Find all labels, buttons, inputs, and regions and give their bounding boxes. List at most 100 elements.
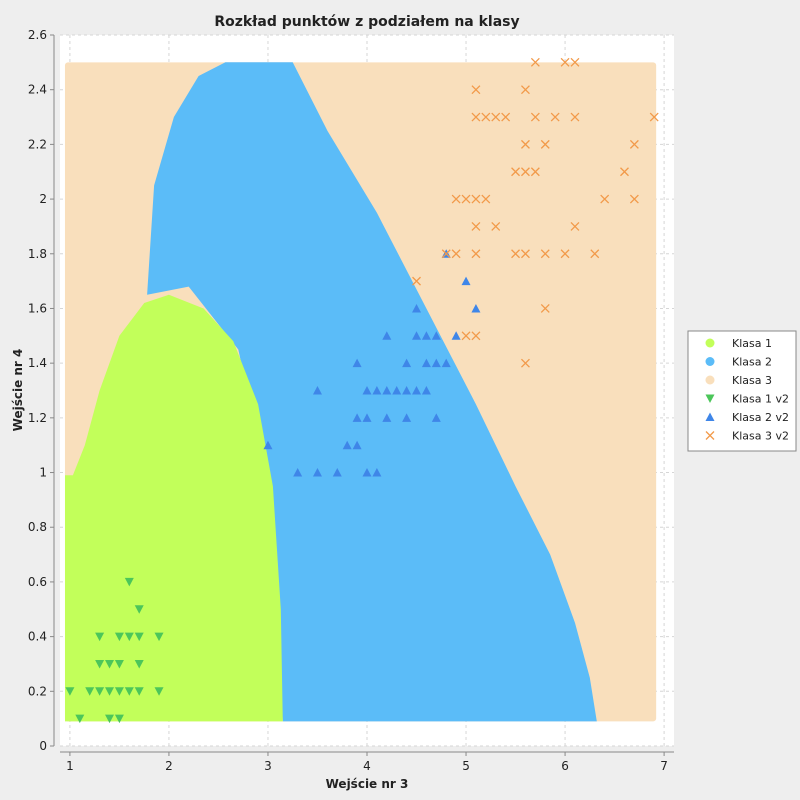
legend-marker <box>705 431 715 440</box>
klasa-1-v2-point <box>95 659 105 669</box>
klasa-3-v2-point <box>629 139 639 149</box>
axes: 1 2 3 4 5 6 7 0 0.2 0.4 0.6 0.8 1 1.2 1.4 1.6 1.8 2 2.2 2.4… <box>28 28 674 773</box>
klasa-1-v2-point <box>134 687 144 696</box>
y-tick-label: 2.2 <box>28 137 47 151</box>
klasa-3-v2-point <box>600 194 610 204</box>
klasa-3-v2-point <box>471 194 481 204</box>
klasa-3-v2-point <box>451 249 461 259</box>
klasa-1-v2-point <box>124 577 134 587</box>
klasa-3-v2-point <box>511 249 521 259</box>
klasa-3-v2-point <box>550 112 560 122</box>
klasa-2-v2-point <box>372 386 382 395</box>
klasa-1-v2-point <box>134 659 144 669</box>
y-tick-label: 0.6 <box>28 575 47 589</box>
klasa-2-v2-point <box>372 468 382 477</box>
y-tick-label: 0.2 <box>28 684 47 698</box>
legend: Klasa 1 Klasa 2 Klasa 3 Klasa 1 v2 Klasa 2 v… <box>687 330 797 452</box>
klasa-1-v2-point <box>124 632 134 642</box>
klasa-1-v2-point <box>154 687 164 696</box>
x-tick-label: 5 <box>462 759 470 773</box>
klasa-3-v2-point <box>481 194 491 204</box>
y-tick-label: 0.4 <box>28 630 47 644</box>
klasa-1-v2-point <box>75 714 85 724</box>
klasa-2-v2-point <box>421 331 431 340</box>
klasa-1-v2-point <box>114 687 124 696</box>
klasa-3-v2-point <box>471 85 481 95</box>
legend-label: Klasa 3 <box>732 374 772 387</box>
klasa-2-v2-point <box>412 331 422 340</box>
klasa-2-v2-point <box>451 331 461 340</box>
klasa-3-v2-point <box>520 139 530 149</box>
klasa-3-v2-point <box>530 57 540 67</box>
klasa-2-v2-point <box>402 386 412 395</box>
legend-label: Klasa 1 <box>732 337 772 350</box>
y-axis-label: Wejście nr 4 <box>11 349 25 432</box>
klasa-2-v2-point <box>352 413 362 422</box>
klasa-1-v2-point <box>134 605 144 614</box>
klasa-1-v2-point <box>114 632 124 642</box>
x-tick-label: 4 <box>363 759 371 773</box>
x-tick-label: 7 <box>660 759 668 773</box>
legend-marker <box>705 375 715 385</box>
y-tick-label: 1.2 <box>28 411 47 425</box>
klasa-3-v2-point <box>461 194 471 204</box>
klasa-3-v2-point <box>461 331 471 341</box>
klasa-3-v2-point <box>491 221 501 231</box>
klasa-2-v2-point <box>441 358 451 368</box>
klasa-2-v2-point <box>431 331 441 340</box>
klasa-3-v2-point <box>560 57 570 67</box>
klasa-3-v2-point <box>620 167 629 177</box>
klasa-3-v2-point <box>441 249 451 259</box>
klasa-3-v2-point <box>481 112 491 122</box>
data-points <box>65 57 659 724</box>
x-tick-label: 2 <box>165 759 173 773</box>
klasa-1-v2-point <box>114 659 124 669</box>
klasa-2-v2-point <box>461 276 471 286</box>
klasa-2-v2-point <box>402 358 412 368</box>
klasa-2-v2-point <box>362 386 372 395</box>
klasa-2-v2-point <box>382 413 392 422</box>
decision-regions <box>64 62 657 722</box>
klasa-3-v2-point <box>570 57 580 67</box>
klasa-3-v2-point <box>590 249 600 259</box>
y-tick-label: 2.6 <box>28 28 47 42</box>
klasa-2-v2-point <box>431 358 441 368</box>
y-tick-label: 1.8 <box>28 247 47 261</box>
klasa-1-v2-point <box>114 714 124 724</box>
klasa-3-v2-point <box>520 358 530 368</box>
klasa-2-v2-point <box>392 386 402 395</box>
klasa-3-v2-point <box>540 249 550 259</box>
klasa-2-v2-point <box>312 468 322 477</box>
klasa-3-v2-point <box>412 276 421 286</box>
legend-label: Klasa 3 v2 <box>732 430 789 443</box>
klasa-3-v2-point <box>520 249 530 259</box>
klasa-3-v2-point <box>471 112 481 122</box>
klasa-1-v2-point <box>124 687 134 696</box>
klasa-2-v2-point <box>382 386 392 395</box>
klasa-2-v2-point <box>421 358 431 368</box>
klasa-2-v2-point <box>402 413 412 422</box>
legend-box <box>687 330 797 452</box>
klasa-1-v2-point <box>85 687 95 696</box>
chart-title: Rozkład punktów z podziałem na klasy <box>214 14 519 30</box>
x-axis-label: Wejście nr 3 <box>326 777 409 791</box>
klasa-1-v2-point <box>154 632 164 642</box>
klasa-3-v2-point <box>649 112 659 122</box>
klasa-3-v2-point <box>491 112 501 122</box>
klasa-2-v2-point <box>332 468 342 477</box>
klasa-3-v2-point <box>451 194 461 204</box>
region-klasa-1 <box>65 294 283 722</box>
legend-marker <box>705 412 715 421</box>
legend-label: Klasa 2 <box>732 356 772 369</box>
klasa-3-v2-point <box>560 249 570 259</box>
klasa-2-v2-point <box>382 331 392 340</box>
klasa-3-v2-point <box>520 167 530 177</box>
y-tick-label: 0 <box>39 739 47 753</box>
klasa-1-v2-point <box>95 687 105 696</box>
klasa-1-v2-point <box>105 714 115 724</box>
klasa-3-v2-point <box>511 167 521 177</box>
x-tick-label: 1 <box>66 759 74 773</box>
klasa-1-v2-point <box>65 687 75 696</box>
legend-marker <box>705 338 715 348</box>
